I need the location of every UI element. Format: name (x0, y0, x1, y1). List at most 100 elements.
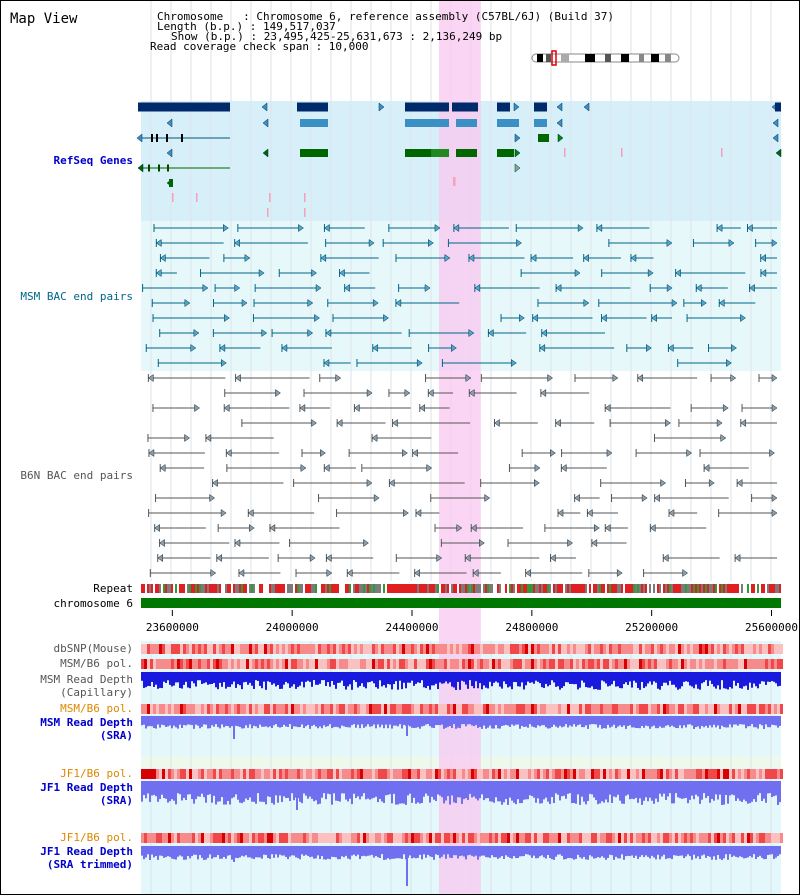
heatmap-cell (585, 769, 588, 779)
heatmap-cell (504, 659, 507, 669)
depth-bar (207, 846, 209, 858)
heatmap-cell (372, 704, 375, 714)
depth-bar (695, 716, 697, 728)
depth-bar (625, 716, 627, 729)
strand-arrow (427, 389, 434, 397)
depth-bar (143, 716, 145, 725)
strand-arrow (307, 329, 314, 337)
depth-bar (469, 846, 471, 855)
heatmap-cell (171, 704, 174, 714)
depth-bar (389, 672, 391, 685)
depth-bar (255, 672, 257, 681)
depth-bar (583, 716, 585, 728)
depth-bar (299, 846, 301, 860)
heatmap-cell (621, 644, 624, 654)
depth-bar (155, 672, 157, 685)
heatmap-cell (501, 659, 504, 669)
repeat-segment (501, 584, 503, 593)
depth-bar (635, 672, 637, 683)
heatmap-cell (273, 833, 276, 843)
repeat-segment (147, 584, 149, 593)
repeat-segment (745, 584, 747, 593)
heatmap-cell (273, 769, 276, 779)
heatmap-cell (276, 659, 279, 669)
heatmap-cell (285, 769, 288, 779)
depth-bar (533, 781, 535, 798)
heatmap-cell (171, 644, 174, 654)
strand-arrow (269, 524, 276, 532)
depth-bar (529, 716, 531, 725)
heatmap-cell (657, 704, 660, 714)
depth-bar (647, 672, 649, 684)
heatmap-cell (381, 833, 384, 843)
depth-bar (633, 716, 635, 728)
depth-bar (745, 716, 747, 729)
track-label-b6n-bac[interactable]: B6N BAC end pairs (20, 469, 133, 482)
depth-bar (415, 781, 417, 804)
highlight-region[interactable] (438, 1, 481, 895)
heatmap-cell (708, 659, 711, 669)
heatmap-cell (426, 833, 429, 843)
heatmap-cell (567, 659, 570, 669)
depth-bar (457, 781, 459, 798)
depth-bar (567, 781, 569, 794)
depth-bar (671, 716, 673, 726)
heatmap-cell (150, 704, 153, 714)
strand-arrow (415, 509, 422, 517)
repeat-segment (715, 584, 717, 593)
heatmap-cell (474, 704, 477, 714)
heatmap-cell (387, 704, 390, 714)
heatmap-cell (540, 769, 543, 779)
heatmap-cell (444, 833, 447, 843)
heatmap-cell (573, 833, 576, 843)
depth-bar (755, 672, 757, 687)
heatmap-cell (156, 833, 159, 843)
depth-bar (439, 672, 441, 683)
heatmap-cell (441, 644, 444, 654)
depth-bar (409, 781, 411, 794)
heatmap-cell (267, 704, 270, 714)
heatmap-cell (339, 769, 342, 779)
repeat-segment (525, 584, 527, 593)
depth-bar (537, 672, 539, 682)
depth-bar (705, 716, 707, 726)
track-label-jf1-depth-sra-2: (SRA) (99, 794, 133, 807)
depth-bar (481, 846, 483, 856)
depth-bar (367, 781, 369, 799)
depth-bar (199, 672, 201, 681)
heatmap-cell (552, 659, 555, 669)
depth-bar (345, 716, 347, 728)
repeat-segment (249, 584, 251, 593)
depth-bar (717, 672, 719, 686)
depth-bar (357, 672, 359, 688)
depth-bar (679, 716, 681, 726)
depth-bar (617, 716, 619, 727)
heatmap-cell (210, 833, 213, 843)
heatmap-cell (702, 833, 705, 843)
repeat-segment (327, 584, 329, 593)
strand-arrow (747, 224, 753, 232)
depth-bar (569, 846, 571, 859)
heatmap-cell (588, 833, 591, 843)
repeat-segment (643, 584, 645, 593)
heatmap-cell (183, 644, 186, 654)
heatmap-cell (381, 659, 384, 669)
track-label-msm-bac[interactable]: MSM BAC end pairs (20, 290, 133, 303)
repeat-segment (487, 584, 489, 593)
heatmap-cell (687, 644, 690, 654)
heatmap-cell (447, 833, 450, 843)
strand-arrow (353, 404, 360, 412)
depth-bar (631, 846, 633, 856)
track-label-refseq[interactable]: RefSeq Genes (53, 154, 133, 167)
heatmap-cell (462, 833, 465, 843)
repeat-segment (237, 584, 239, 593)
depth-bar (217, 672, 219, 690)
heatmap-cell (531, 659, 534, 669)
depth-bar (211, 781, 213, 803)
depth-bar (621, 781, 623, 804)
depth-bar (281, 672, 283, 689)
depth-bar (697, 672, 699, 689)
depth-bar (511, 672, 513, 690)
gene-exon (300, 149, 328, 157)
